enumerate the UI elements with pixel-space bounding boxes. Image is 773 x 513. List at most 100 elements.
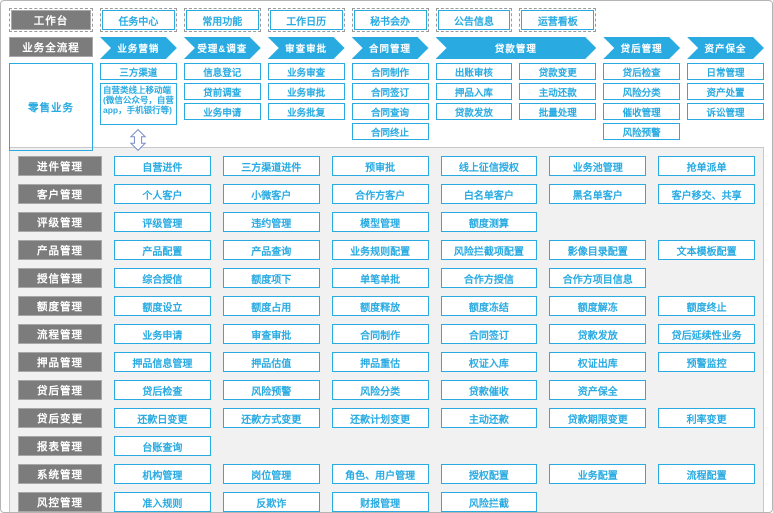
retail-column-review: 业务审查 业务审批 业务批复	[267, 63, 345, 151]
module-item: 小微客户	[222, 184, 320, 204]
module-item: 贷款发放	[549, 324, 647, 344]
retail-item: 贷款变更	[519, 63, 597, 80]
module-item: 额度解冻	[549, 296, 647, 316]
retail-item: 风险分类	[603, 83, 681, 100]
retail-column-contract: 合同制作 合同签订 合同查询 合同终止	[351, 63, 429, 151]
module-label: 流程管理	[18, 324, 102, 344]
workbench-row: 工作台 任务中心 常用功能 工作日历 秘书会办 公告信息 运营看板	[9, 8, 764, 32]
module-item: 个人客户	[114, 184, 211, 204]
retail-item: 贷后检查	[603, 63, 681, 80]
modules-panel: 进件管理 自营进件 三方渠道进件 预审批 线上征信授权 业务池管理 抢单派单 客户管理 个…	[9, 147, 764, 512]
module-item: 自营进件	[114, 156, 211, 176]
retail-item: 业务审批	[267, 83, 345, 100]
workbench-label: 工作台	[11, 10, 91, 30]
retail-item: 合同签订	[351, 83, 429, 100]
process-flow-label: 业务全流程	[9, 37, 93, 57]
module-item: 财报管理	[331, 492, 429, 512]
workbench-item-label: 任务中心	[102, 10, 175, 30]
module-item: 综合授信	[114, 268, 211, 288]
module-item: 业务池管理	[549, 156, 647, 176]
module-item: 贷款期限变更	[549, 408, 647, 428]
module-row: 贷后管理 贷后检查 风险预警 风险分类 贷款催收 资产保全	[18, 380, 755, 400]
workbench-label-wrap: 工作台	[9, 8, 93, 32]
module-item: 预审批	[331, 156, 429, 176]
module-item: 业务配置	[549, 464, 647, 484]
module-label: 额度管理	[18, 296, 102, 316]
module-item: 押品重估	[331, 352, 429, 372]
module-item: 角色、用户管理	[331, 464, 429, 484]
module-item: 风险预警	[222, 380, 320, 400]
module-item: 权证出库	[549, 352, 647, 372]
module-row: 授信管理 综合授信 额度项下 单笔单批 合作方授信 合作方项目信息	[18, 268, 755, 288]
workbench-item-label: 工作日历	[269, 10, 343, 30]
module-label: 产品管理	[18, 240, 102, 260]
workbench-item: 公告信息	[435, 8, 513, 32]
module-item: 额度终止	[658, 296, 755, 316]
module-row: 报表管理 台账查询	[18, 436, 755, 456]
retail-item: 合同查询	[351, 103, 429, 120]
module-item: 额度测算	[440, 212, 538, 232]
module-item: 审查审批	[222, 324, 320, 344]
module-item: 违约管理	[222, 212, 320, 232]
retail-item: 催收管理	[603, 103, 681, 120]
retail-item: 风险预警	[603, 123, 681, 140]
module-row: 风控管理 准入规则 反欺诈 财报管理 风险拦截	[18, 492, 755, 512]
retail-item: 业务审查	[267, 63, 345, 80]
module-item: 额度项下	[222, 268, 320, 288]
module-item: 预警监控	[658, 352, 755, 372]
module-row: 客户管理 个人客户 小微客户 合作方客户 白名单客户 黑名单客户 客户移交、共享	[18, 184, 755, 204]
retail-column-loan-a: 出账审核 押品入库 贷款发放	[435, 63, 513, 151]
module-item: 客户移交、共享	[658, 184, 755, 204]
flow-stage-chevron: 受理&调查	[184, 37, 261, 59]
process-flow-row: 业务全流程 业务营销 受理&调查 审查审批 合同管理 贷款管理 贷后管理 资产保…	[9, 37, 764, 59]
module-row: 进件管理 自营进件 三方渠道进件 预审批 线上征信授权 业务池管理 抢单派单	[18, 156, 755, 176]
module-item: 主动还款	[440, 408, 538, 428]
module-label: 押品管理	[18, 352, 102, 372]
retail-item: 资产处置	[687, 83, 764, 100]
retail-item: 业务批复	[267, 103, 345, 120]
retail-channel-box: 自营类线上移动端(微信公众号，自营app，手机银行等)	[100, 83, 177, 125]
retail-item: 出账审核	[435, 63, 513, 80]
retail-item: 合同终止	[351, 123, 429, 140]
module-item: 贷后检查	[114, 380, 211, 400]
module-item: 产品配置	[114, 240, 211, 260]
retail-item: 信息登记	[183, 63, 261, 80]
flow-stage-chevron: 资产保全	[687, 37, 764, 59]
retail-item: 业务申请	[183, 103, 261, 120]
module-item: 合同签订	[440, 324, 538, 344]
module-item: 流程配置	[658, 464, 755, 484]
retail-item: 诉讼管理	[687, 103, 764, 120]
module-item: 风险拦截	[440, 492, 538, 512]
module-item: 额度释放	[331, 296, 429, 316]
module-label: 贷后管理	[18, 380, 102, 400]
module-item: 贷款催收	[440, 380, 538, 400]
module-item: 额度冻结	[440, 296, 538, 316]
module-item: 还款计划变更	[331, 408, 429, 428]
retail-business-row: 零售业务 三方渠道 自营类线上移动端(微信公众号，自营app，手机银行等) 信息…	[9, 63, 764, 151]
module-item: 权证入库	[440, 352, 538, 372]
module-item: 机构管理	[114, 464, 211, 484]
module-item: 业务规则配置	[331, 240, 429, 260]
retail-column-marketing: 三方渠道 自营类线上移动端(微信公众号，自营app，手机银行等)	[100, 63, 177, 151]
module-item: 风险分类	[331, 380, 429, 400]
module-item: 反欺诈	[222, 492, 320, 512]
workbench-item: 运营看板	[519, 8, 597, 32]
flow-stage-chevron: 审查审批	[268, 37, 345, 59]
flow-stage-chevron: 贷后管理	[603, 37, 680, 59]
module-item: 风险拦截项配置	[440, 240, 538, 260]
module-item: 合作方客户	[331, 184, 429, 204]
module-item: 押品信息管理	[114, 352, 211, 372]
module-label: 风控管理	[18, 492, 102, 512]
module-label: 系统管理	[18, 464, 102, 484]
workbench-item: 常用功能	[183, 8, 261, 32]
retail-column-postloan: 贷后检查 风险分类 催收管理 风险预警	[603, 63, 681, 151]
retail-item: 贷前调查	[183, 83, 261, 100]
module-item: 三方渠道进件	[222, 156, 320, 176]
module-row: 贷后变更 还款日变更 还款方式变更 还款计划变更 主动还款 贷款期限变更 利率变更	[18, 408, 755, 428]
module-item: 授权配置	[440, 464, 538, 484]
module-item: 抢单派单	[658, 156, 755, 176]
module-item: 评级管理	[114, 212, 211, 232]
retail-column-intake: 信息登记 贷前调查 业务申请	[183, 63, 261, 151]
retail-item: 日常管理	[687, 63, 764, 80]
